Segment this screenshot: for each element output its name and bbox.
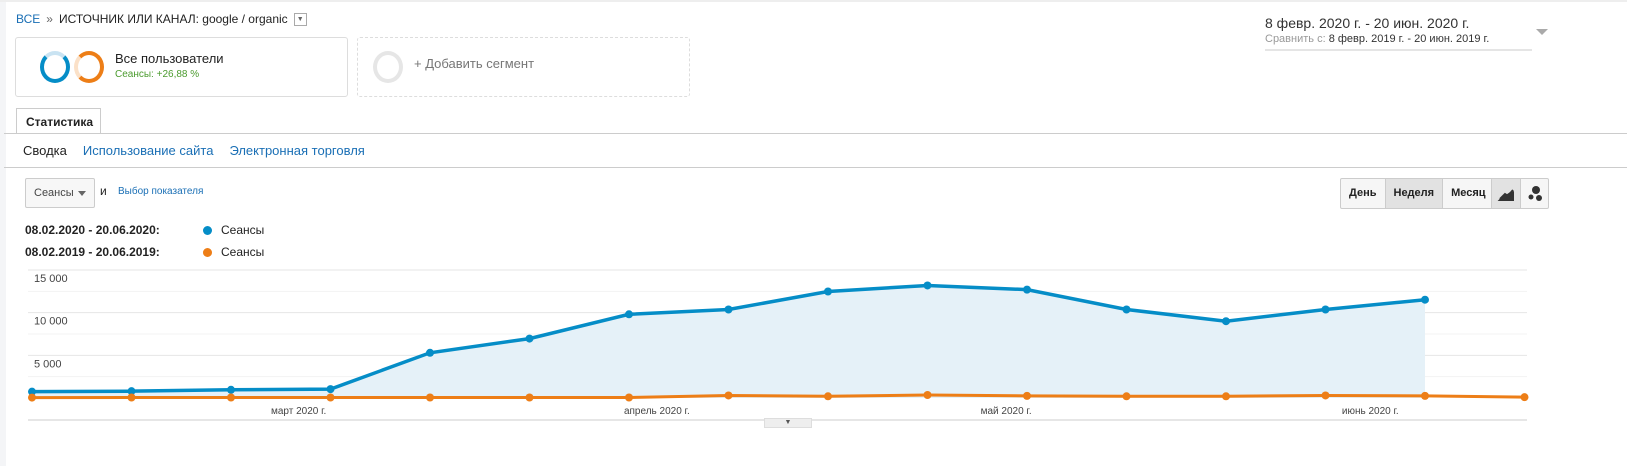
data-point-series-1 bbox=[326, 393, 335, 402]
granularity-month[interactable]: Месяц bbox=[1451, 187, 1486, 199]
empty-ring-icon bbox=[373, 51, 403, 83]
data-point-series-1 bbox=[923, 391, 932, 400]
metric-and: и bbox=[100, 184, 107, 198]
data-point-series-0 bbox=[1421, 295, 1429, 304]
left-edge bbox=[0, 0, 6, 466]
breadcrumb: ВСЕ » ИСТОЧНИК ИЛИ КАНАЛ: google / organ… bbox=[16, 12, 307, 26]
date-range-compare: 8 февр. 2019 г. - 20 июн. 2019 г. bbox=[1328, 33, 1490, 45]
subnav-site-usage[interactable]: Использование сайта bbox=[82, 143, 214, 158]
data-point-series-1 bbox=[426, 393, 434, 402]
breadcrumb-separator: » bbox=[46, 12, 53, 26]
chart-expand-handle[interactable]: ▼ bbox=[764, 418, 812, 428]
line-chart-icon[interactable] bbox=[1492, 179, 1521, 208]
legend-period: 08.02.2020 - 20.06.2020: bbox=[25, 223, 160, 237]
granularity-toggle: День Неделя Месяц bbox=[1340, 178, 1495, 209]
sessions-chart: 5 000 10 000 15 000 март 2020 г. апрель 2020… bbox=[28, 269, 1529, 421]
add-segment-label: + Добавить сегмент bbox=[414, 56, 535, 71]
data-point-series-1 bbox=[1023, 391, 1031, 400]
x-tick-label: июнь 2020 г. bbox=[1342, 406, 1399, 417]
breadcrumb-current: ИСТОЧНИК ИЛИ КАНАЛ: google / organic bbox=[58, 12, 288, 26]
add-segment-button[interactable]: + Добавить сегмент bbox=[357, 37, 690, 97]
segment-ring-blue-icon bbox=[40, 51, 70, 83]
data-point-series-0 bbox=[1023, 285, 1031, 294]
legend-period: 08.02.2019 - 20.06.2019: bbox=[25, 245, 160, 259]
segment-title: Все пользователи bbox=[115, 51, 224, 66]
data-point-series-0 bbox=[1321, 305, 1330, 314]
metric-select-value: Сеансы bbox=[34, 187, 74, 199]
data-point-series-0 bbox=[1222, 317, 1230, 326]
data-point-series-1 bbox=[1520, 393, 1529, 402]
data-point-series-1 bbox=[1321, 391, 1330, 400]
data-point-series-1 bbox=[625, 393, 633, 402]
legend-label: Сеансы bbox=[221, 223, 265, 237]
top-divider bbox=[0, 0, 1627, 2]
data-point-series-0 bbox=[1122, 305, 1131, 314]
tab-statistics[interactable]: Статистика bbox=[16, 108, 101, 134]
data-point-series-0 bbox=[426, 348, 434, 357]
legend-label: Сеансы bbox=[221, 245, 265, 259]
legend-row-primary: 08.02.2020 - 20.06.2020: Сеансы bbox=[25, 223, 264, 237]
data-point-series-0 bbox=[625, 310, 633, 319]
y-tick-label: 5 000 bbox=[34, 358, 62, 370]
data-point-series-0 bbox=[127, 387, 136, 396]
data-point-series-1 bbox=[525, 393, 534, 402]
data-point-series-1 bbox=[1122, 392, 1131, 401]
chart-type-toggle bbox=[1491, 178, 1549, 209]
data-point-series-0 bbox=[923, 281, 932, 290]
breadcrumb-all[interactable]: ВСЕ bbox=[16, 12, 41, 26]
breadcrumb-dropdown-icon[interactable]: ▼ bbox=[293, 12, 307, 26]
data-point-series-1 bbox=[1222, 392, 1230, 401]
legend-dot-blue-icon bbox=[203, 225, 212, 235]
date-range-picker[interactable]: 8 февр. 2020 г. - 20 июн. 2020 г. Сравни… bbox=[1265, 15, 1548, 51]
legend-row-compare: 08.02.2019 - 20.06.2019: Сеансы bbox=[25, 245, 264, 259]
segment-ring-orange-icon bbox=[74, 51, 104, 83]
granularity-week[interactable]: Неделя bbox=[1385, 179, 1444, 208]
data-point-series-1 bbox=[724, 391, 733, 400]
data-point-series-0 bbox=[525, 334, 534, 343]
date-range-primary: 8 февр. 2020 г. - 20 июн. 2020 г. bbox=[1265, 15, 1470, 31]
subnav-summary[interactable]: Сводка bbox=[23, 143, 67, 158]
segment-all-users[interactable]: Все пользователи Сеансы: +26,88 % bbox=[15, 37, 348, 97]
data-point-series-0 bbox=[28, 387, 36, 396]
granularity-day[interactable]: День bbox=[1341, 179, 1386, 208]
y-tick-label: 10 000 bbox=[34, 316, 68, 328]
choose-metric-link[interactable]: Выбор показателя bbox=[118, 186, 204, 197]
data-point-series-0 bbox=[227, 385, 235, 394]
x-tick-label: апрель 2020 г. bbox=[624, 406, 690, 417]
section-divider bbox=[4, 167, 1627, 168]
series-line-1 bbox=[31, 393, 1525, 400]
data-point-series-0 bbox=[326, 385, 335, 394]
tab-divider bbox=[4, 133, 1627, 134]
subnav: Сводка Использование сайта Электронная т… bbox=[23, 143, 365, 158]
x-tick-label: март 2020 г. bbox=[271, 406, 326, 417]
subnav-ecommerce[interactable]: Электронная торговля bbox=[229, 143, 365, 158]
motion-chart-icon[interactable] bbox=[1521, 179, 1548, 208]
data-point-series-1 bbox=[1421, 391, 1429, 400]
data-point-series-1 bbox=[127, 393, 136, 402]
chevron-down-icon[interactable] bbox=[1536, 29, 1548, 41]
dropdown-arrow-icon bbox=[78, 191, 86, 200]
data-point-series-1 bbox=[824, 392, 832, 401]
data-point-series-0 bbox=[724, 305, 733, 314]
legend-dot-orange-icon bbox=[203, 247, 212, 257]
data-point-series-1 bbox=[227, 393, 235, 402]
primary-area-fill bbox=[32, 285, 1425, 398]
y-tick-label: 15 000 bbox=[34, 273, 68, 285]
metric-select[interactable]: Сеансы bbox=[25, 178, 95, 208]
x-tick-label: май 2020 г. bbox=[981, 406, 1032, 417]
data-point-series-1 bbox=[28, 393, 36, 402]
compare-label: Сравнить с: bbox=[1265, 33, 1326, 45]
segment-subtitle: Сеансы: +26,88 % bbox=[115, 69, 200, 80]
data-point-series-0 bbox=[824, 287, 832, 296]
